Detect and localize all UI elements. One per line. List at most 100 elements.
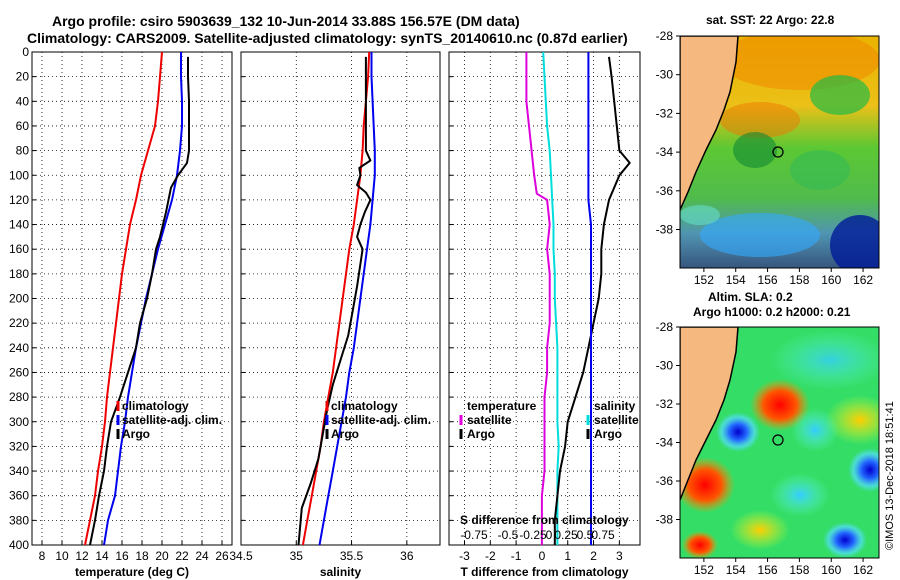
series-line-s-argo xyxy=(587,52,592,545)
y-tick-label: 140 xyxy=(9,218,29,232)
sla-map-axes: -28 -30 -32 -34 -36 -38 152 154 156 158 160 162 xyxy=(656,320,874,577)
map-lat-label: -36 xyxy=(656,474,674,488)
sst-map-axes: -28 -30 -32 -34 -36 -38 152 154 156 158 160 162 xyxy=(656,29,874,287)
figure-title-line1: Argo profile: csiro 5903639_132 10-Jun-2… xyxy=(52,13,520,29)
x-tick-label-top: -0.75 xyxy=(460,528,488,542)
map-lon-label: 160 xyxy=(821,563,841,577)
x-tick-label-top: 0 xyxy=(546,528,553,542)
legend-title-temperature: temperature xyxy=(467,399,537,413)
x-tick-label: 18 xyxy=(135,549,149,563)
panel-frame xyxy=(31,51,233,546)
series-line-climatology xyxy=(301,51,371,546)
legend-label: Argo xyxy=(122,427,150,441)
x-tick-label: 35.5 xyxy=(340,549,364,563)
y-tick-label: 220 xyxy=(9,316,29,330)
map-lat-label: -28 xyxy=(656,29,674,43)
map-lat-label: -32 xyxy=(656,397,674,411)
x-tick-label: 22 xyxy=(175,549,189,563)
sla-map-title-1: Altim. SLA: 0.2 xyxy=(708,290,793,304)
legend-label: satellite-adj. clim. xyxy=(122,413,222,427)
sla-map-title-2: Argo h1000: 0.2 h2000: 0.21 xyxy=(693,305,851,319)
sst-float-marker xyxy=(772,146,784,158)
y-tick-label: 0 xyxy=(22,45,29,59)
map-lon-label: 158 xyxy=(789,563,809,577)
x-tick-label: 10 xyxy=(55,549,69,563)
series-line-t-satellite xyxy=(525,52,551,545)
y-tick-label: 160 xyxy=(9,242,29,256)
y-tick-label: 360 xyxy=(9,489,29,503)
x-tick-label: 0 xyxy=(539,549,546,563)
legend-label: Argo xyxy=(467,427,495,441)
y-tick-label: 240 xyxy=(9,341,29,355)
y-tick-label: 260 xyxy=(9,365,29,379)
x-tick-label-top: 0.25 xyxy=(554,528,578,542)
y-tick-label: 320 xyxy=(9,439,29,453)
map-lon-label: 154 xyxy=(726,273,746,287)
x-tick-label: 24 xyxy=(195,549,209,563)
x-tick-label: 2 xyxy=(590,549,597,563)
series-line-s-satellite xyxy=(542,51,560,545)
y-tick-label: 400 xyxy=(9,538,29,552)
temperature-panel: 8 10 12 14 16 18 20 22 24 26020406080100120140160… xyxy=(9,45,233,579)
map-lon-label: 162 xyxy=(853,563,873,577)
x-tick-label: 16 xyxy=(115,549,129,563)
legend-label: Argo xyxy=(331,427,359,441)
y-tick-label: 280 xyxy=(9,390,29,404)
difference-panel: -3 -2 -1 0 1 2 3T difference from climatologyt… xyxy=(448,51,641,579)
x-tick-label: -2 xyxy=(485,549,496,563)
map-lon-label: 162 xyxy=(853,273,873,287)
legend-label: satellite-adj. clim. xyxy=(331,413,431,427)
sla-float-marker xyxy=(772,434,784,446)
map-lat-label: -30 xyxy=(656,359,674,373)
map-lat-label: -34 xyxy=(656,145,674,159)
map-lon-label: 156 xyxy=(758,273,778,287)
x-tick-label: -1 xyxy=(511,549,522,563)
series-line-argo xyxy=(89,56,190,546)
y-tick-label: 80 xyxy=(16,144,30,158)
y-tick-label: 340 xyxy=(9,464,29,478)
x-tick-label: 20 xyxy=(155,549,169,563)
x-tick-label: 8 xyxy=(39,549,46,563)
panel-frame xyxy=(448,51,641,546)
x-axis-label: temperature (deg C) xyxy=(75,565,189,579)
legend-label: satellite xyxy=(467,413,512,427)
map-lon-label: 152 xyxy=(694,563,714,577)
map-lat-label: -28 xyxy=(656,320,674,334)
legend-label: climatology xyxy=(122,399,189,413)
series-line-argo xyxy=(297,56,372,546)
x-axis-label-top: S difference from climatology xyxy=(460,513,629,527)
x-axis-label: salinity xyxy=(320,565,362,579)
map-lon-label: 158 xyxy=(789,273,809,287)
y-tick-label: 180 xyxy=(9,267,29,281)
map-lon-label: 154 xyxy=(726,563,746,577)
map-lon-label: 160 xyxy=(821,273,841,287)
y-tick-label: 40 xyxy=(16,94,30,108)
sla-map xyxy=(680,327,879,558)
series-line-t-argo xyxy=(553,56,631,545)
map-lat-label: -30 xyxy=(656,68,674,82)
map-lat-label: -38 xyxy=(656,223,674,237)
y-tick-label: 100 xyxy=(9,168,29,182)
map-lat-label: -38 xyxy=(656,513,674,527)
y-tick-label: 380 xyxy=(9,513,29,527)
legend-label: climatology xyxy=(331,399,398,413)
salinity-panel: 34.5 35 35.5 36 salinity climatologysatellite… xyxy=(229,51,441,579)
x-tick-label: 26 xyxy=(215,549,229,563)
y-tick-label: 60 xyxy=(16,119,30,133)
x-tick-label-top: -0.5 xyxy=(498,528,519,542)
map-lat-label: -36 xyxy=(656,184,674,198)
x-tick-label: 1 xyxy=(564,549,571,563)
x-tick-label: 3 xyxy=(616,549,623,563)
copyright-stamp: ©IMOS 13-Dec-2018 18:51:41 xyxy=(884,401,896,550)
legend-title-salinity: salinity xyxy=(594,399,636,413)
x-tick-label-top: 0.75 xyxy=(591,528,615,542)
map-lon-label: 156 xyxy=(758,563,778,577)
sst-map-title: sat. SST: 22 Argo: 22.8 xyxy=(706,13,835,27)
panel-frame xyxy=(240,51,441,546)
x-tick-label-top: -0.25 xyxy=(519,528,547,542)
sst-map xyxy=(680,36,879,268)
series-line-satellite-adj-clim- xyxy=(103,52,183,546)
x-tick-label: 12 xyxy=(75,549,89,563)
x-tick-label: 36 xyxy=(400,549,414,563)
x-tick-label: 14 xyxy=(95,549,109,563)
